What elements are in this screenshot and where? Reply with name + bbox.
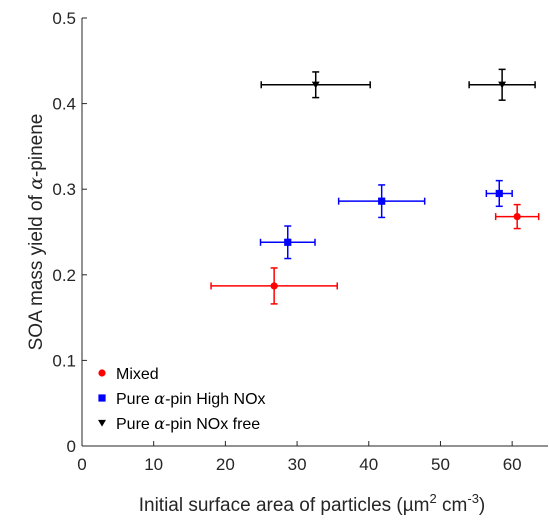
y-axis-title: SOA mass yield of α-pinene [25, 114, 47, 351]
x-tick-label: 60 [503, 455, 522, 474]
x-tick-label: 10 [144, 455, 163, 474]
series-group [260, 68, 536, 101]
x-tick-label: 0 [77, 455, 86, 474]
legend-label-post: -pin NOx free [165, 416, 260, 433]
y-tick-label: 0.1 [52, 351, 76, 370]
x-axis-title-main: Initial surface area of particles (µm [139, 495, 430, 516]
legend-label-pre: Mixed [116, 366, 159, 383]
x-tick-label: 40 [359, 455, 378, 474]
legend-label-greek: α [154, 389, 165, 408]
y-tick-label: 0 [67, 437, 76, 456]
legend-label-greek: α [154, 414, 165, 433]
x-axis-title-mid: cm [437, 495, 468, 516]
x-tick-label: 20 [216, 455, 235, 474]
x-tick-label: 50 [431, 455, 450, 474]
legend-label: Mixed [116, 366, 159, 383]
y-axis-title-pre: SOA mass yield of [26, 190, 47, 351]
x-axis-title-sup-1: 2 [430, 491, 437, 506]
y-tick-label: 0.4 [52, 95, 76, 114]
y-axis-title-greek: α [25, 177, 47, 190]
data-point [498, 81, 507, 89]
y-axis-title-post: -pinene [26, 114, 47, 177]
series-group [210, 203, 540, 305]
data-point [311, 81, 320, 89]
series-group [259, 179, 513, 260]
data-point [284, 238, 292, 246]
data-point [513, 212, 521, 221]
x-axis-title-sup-2: -3 [467, 491, 479, 506]
x-axis-title: Initial surface area of particles (µm2 c… [139, 491, 486, 516]
legend-marker [98, 419, 106, 427]
x-tick-label: 30 [288, 455, 307, 474]
legend-label: Pure α-pin NOx free [116, 414, 260, 433]
x-axis-title-end: ) [479, 495, 485, 516]
legend-label-post: -pin High NOx [165, 391, 265, 408]
legend-label: Pure α-pin High NOx [116, 389, 266, 408]
data-marks [210, 68, 540, 305]
y-tick-label: 0.2 [52, 266, 76, 285]
legend-marker [98, 369, 106, 377]
y-tick-label: 0.5 [52, 9, 76, 28]
axes: 0 10 20 30 40 50 60 0 0.1 0.2 0.3 0.4 0.5 [52, 9, 548, 474]
data-point [270, 282, 278, 290]
data-point [495, 189, 503, 198]
legend-label-pre: Pure [116, 416, 154, 433]
legend-label-pre: Pure [116, 391, 154, 408]
legend-marker [98, 394, 106, 402]
y-tick-label: 0.3 [52, 180, 76, 199]
data-point [378, 197, 386, 205]
